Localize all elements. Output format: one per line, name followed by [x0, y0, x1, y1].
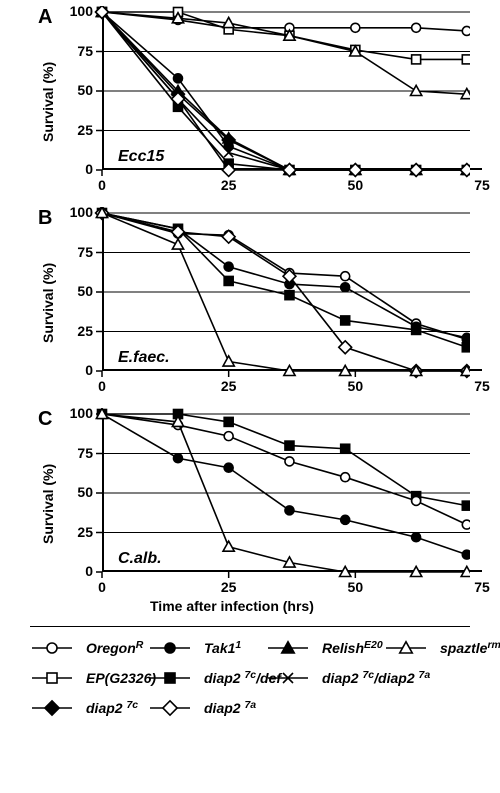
xtick-label: 75 [467, 378, 497, 394]
panel-pathogen-name: Ecc15 [118, 148, 164, 166]
legend-item-ep: EP(G2326) [30, 668, 156, 688]
plot-svg [30, 6, 470, 196]
plot-svg [30, 408, 470, 598]
panel-pathogen-name: C.alb. [118, 550, 162, 568]
legend-item-diap2def: diap2 7c/def [148, 668, 281, 688]
legend-swatch [266, 668, 316, 688]
legend: OregonRTak11RelishE20spaztlerm7EP(G2326)… [30, 632, 470, 732]
legend-item-tak1: Tak11 [148, 638, 241, 658]
legend-item-spatzle: spaztlerm7 [384, 638, 500, 658]
plot-svg [30, 207, 470, 397]
legend-label: RelishE20 [322, 640, 383, 656]
legend-item-diap27c: diap2 7c [30, 698, 138, 718]
legend-label: diap2 7c [86, 700, 138, 716]
legend-item-oregon: OregonR [30, 638, 143, 658]
legend-label: Tak11 [204, 640, 241, 656]
panel-B: BSurvival (%)02550751000255075E.faec. [30, 207, 470, 397]
legend-swatch [148, 668, 198, 688]
legend-swatch [30, 698, 80, 718]
legend-item-relish: RelishE20 [266, 638, 383, 658]
legend-separator [30, 626, 470, 627]
legend-item-diap2ca: diap2 7c/diap2 7a [266, 668, 430, 688]
panel-A: ASurvival (%)02550751000255075Ecc15 [30, 6, 470, 196]
legend-swatch [266, 638, 316, 658]
legend-swatch [30, 638, 80, 658]
legend-label: OregonR [86, 640, 143, 656]
panel-C: CSurvival (%)02550751000255075C.alb. [30, 408, 470, 598]
x-axis-label: Time after infection (hrs) [150, 598, 314, 614]
xtick-label: 75 [467, 177, 497, 193]
legend-label: diap2 7a [204, 700, 256, 716]
legend-label: diap2 7c/diap2 7a [322, 670, 430, 686]
legend-item-diap27a: diap2 7a [148, 698, 256, 718]
legend-swatch [30, 668, 80, 688]
legend-swatch [148, 698, 198, 718]
panel-pathogen-name: E.faec. [118, 349, 170, 367]
legend-swatch [148, 638, 198, 658]
legend-label: EP(G2326) [86, 670, 156, 686]
xtick-label: 75 [467, 579, 497, 595]
legend-label: spaztlerm7 [440, 640, 500, 656]
legend-swatch [384, 638, 434, 658]
